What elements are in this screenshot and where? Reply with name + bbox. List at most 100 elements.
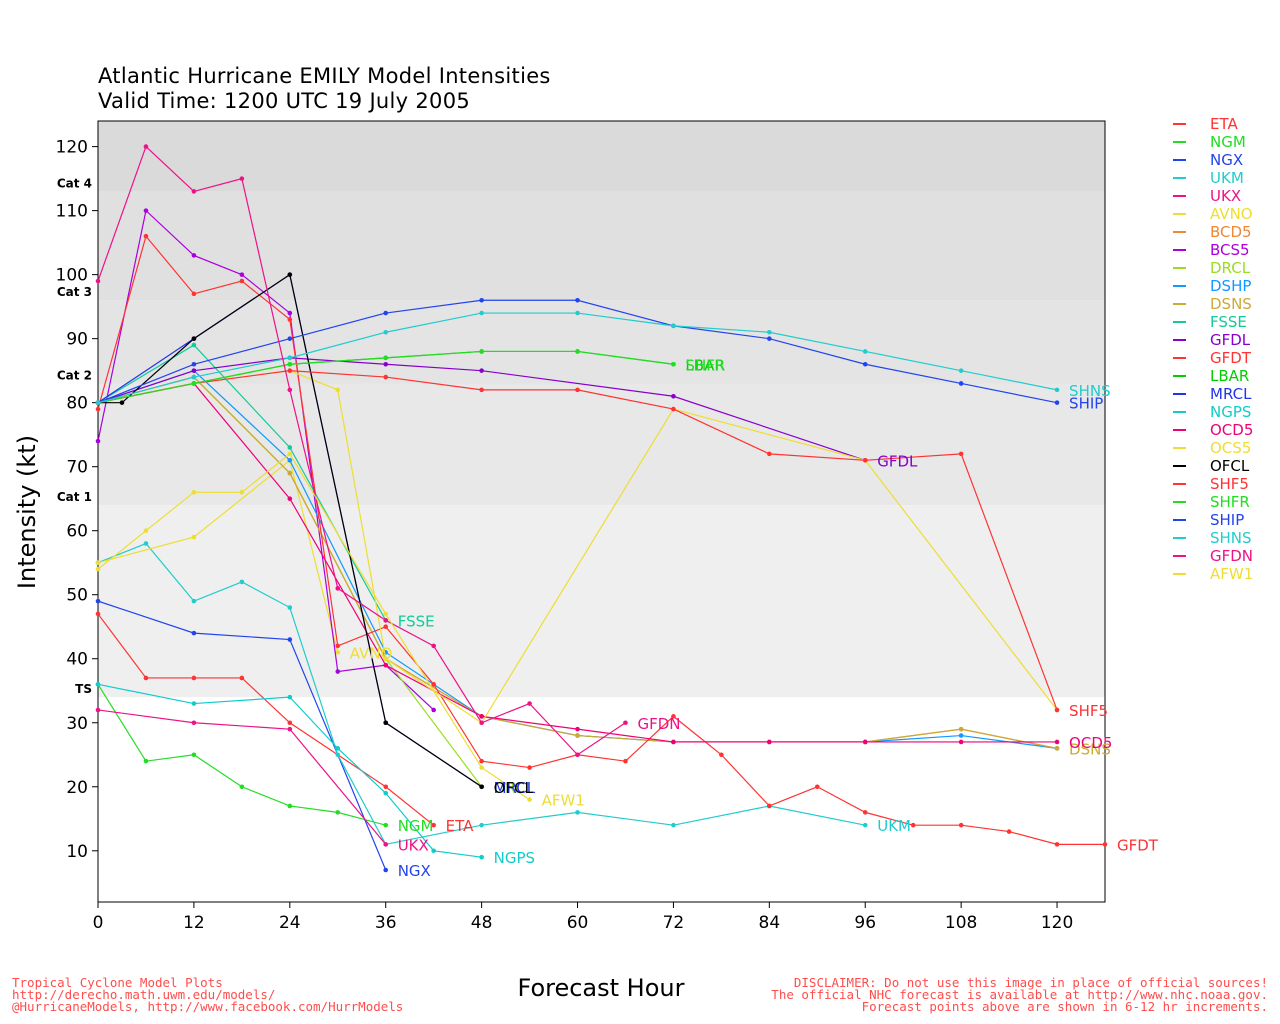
y-tick-label: 100 <box>56 266 88 286</box>
data-point <box>862 349 868 354</box>
series-end-label: DRCL <box>494 779 535 797</box>
legend-swatch <box>1173 249 1186 251</box>
data-point <box>191 253 197 258</box>
data-point <box>575 810 580 815</box>
data-point <box>143 144 149 149</box>
series-line <box>97 459 339 653</box>
series-eta <box>95 611 436 828</box>
legend-label: SHF5 <box>1210 475 1249 493</box>
footer-credit-line: Tropical Cyclone Model Plots <box>12 975 223 990</box>
legend-swatch <box>1173 537 1186 539</box>
legend-label: OCD5 <box>1210 421 1254 439</box>
data-point <box>191 720 197 726</box>
series-line <box>97 234 1105 845</box>
category-band <box>98 505 1105 698</box>
data-point <box>479 349 484 354</box>
series-end-label: GFDN <box>637 715 680 733</box>
data-point <box>287 470 293 476</box>
legend-label: GFDL <box>1210 331 1251 349</box>
series-line <box>97 684 386 826</box>
y-tick-label: 50 <box>66 586 88 606</box>
series-end-label: GFDT <box>1117 836 1159 854</box>
data-point <box>862 810 868 815</box>
data-point <box>767 739 772 745</box>
category-label: Cat 2 <box>57 368 92 382</box>
data-point <box>287 317 293 322</box>
data-point <box>1102 842 1108 847</box>
category-band <box>98 383 1105 506</box>
legend-swatch <box>1173 213 1186 215</box>
data-point <box>479 765 484 770</box>
data-point <box>479 310 484 316</box>
legend-label: NGM <box>1210 133 1246 151</box>
data-point <box>335 586 341 591</box>
legend-item: GFDL <box>1170 331 1270 349</box>
data-point <box>335 752 341 758</box>
legend-item: DSNS <box>1170 295 1270 313</box>
x-tick-label: 0 <box>93 913 104 933</box>
data-point <box>719 752 724 758</box>
legend-label: DSNS <box>1210 295 1252 313</box>
footer-credits: Tropical Cyclone Model Plots http://dere… <box>12 975 404 1014</box>
legend-label: BCS5 <box>1210 241 1250 259</box>
data-point <box>191 675 197 681</box>
legend-label: BCD5 <box>1210 223 1252 241</box>
legend-label: NGPS <box>1210 403 1252 421</box>
data-point <box>191 374 197 380</box>
footer-credit-line[interactable]: http://derecho.math.uwm.edu/models/ <box>12 987 276 1002</box>
data-point <box>383 310 389 316</box>
data-point <box>431 707 436 713</box>
legend-item: AFW1 <box>1170 565 1270 583</box>
data-point <box>95 406 101 412</box>
data-point <box>671 393 676 399</box>
data-point <box>767 336 772 341</box>
data-point <box>287 605 293 610</box>
data-point <box>575 733 580 738</box>
legend-swatch <box>1173 339 1186 341</box>
data-point <box>383 822 389 828</box>
data-point <box>119 400 125 405</box>
legend-label: ETA <box>1210 115 1238 133</box>
data-point <box>958 368 964 373</box>
series-ukm <box>95 541 868 847</box>
legend-item: NGM <box>1170 133 1270 151</box>
legend-swatch <box>1173 555 1186 557</box>
legend-swatch <box>1173 303 1186 305</box>
series-gfdt <box>95 233 1108 847</box>
series-ukx <box>95 707 389 847</box>
data-point <box>1054 400 1060 405</box>
data-point <box>958 822 964 828</box>
data-point <box>287 361 293 367</box>
legend-item: LBAR <box>1170 367 1270 385</box>
legend-item: DSHP <box>1170 277 1270 295</box>
y-tick-label: 60 <box>66 522 88 542</box>
y-tick-label: 70 <box>66 458 88 478</box>
footer-credit-line[interactable]: @HurricaneModels, http://www.facebook.co… <box>12 999 404 1014</box>
series-ngps <box>95 682 484 860</box>
data-point <box>95 278 101 284</box>
data-point <box>335 746 341 751</box>
legend-swatch <box>1173 231 1186 233</box>
legend-swatch <box>1173 321 1186 323</box>
legend-swatch <box>1173 519 1186 521</box>
data-point <box>239 278 245 284</box>
data-point <box>191 342 197 348</box>
legend-swatch <box>1173 501 1186 503</box>
legend-swatch <box>1173 357 1186 359</box>
x-tick-label: 36 <box>375 913 397 933</box>
data-point <box>383 842 389 847</box>
legend-swatch <box>1173 159 1186 161</box>
legend-item: OCD5 <box>1170 421 1270 439</box>
data-point <box>95 611 101 617</box>
data-point <box>671 739 676 745</box>
data-point <box>287 726 293 732</box>
data-point <box>239 675 245 681</box>
data-point <box>479 784 484 790</box>
chart-title: Atlantic Hurricane EMILY Model Intensiti… <box>98 64 551 88</box>
data-point <box>958 451 964 457</box>
legend-label: UKX <box>1210 187 1242 205</box>
data-point <box>95 598 101 604</box>
data-point <box>335 643 341 649</box>
data-point <box>383 624 389 630</box>
legend-label: SHIP <box>1210 511 1245 529</box>
